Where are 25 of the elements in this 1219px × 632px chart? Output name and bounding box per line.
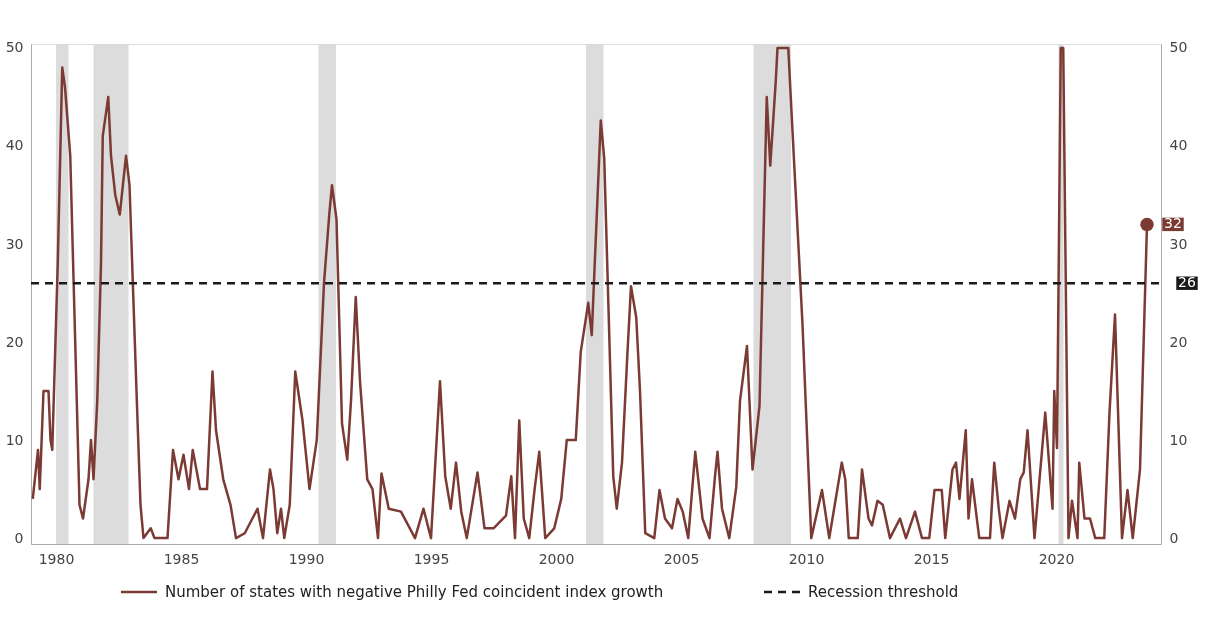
y-tick-label: 50	[5, 39, 24, 56]
y-tick-label: 40	[5, 137, 24, 154]
y2-tick-label: 40	[1169, 137, 1188, 154]
annotation: 26	[1178, 274, 1196, 291]
y-tick-label: 0	[14, 529, 24, 546]
x-tick-label: 2005	[663, 550, 700, 567]
x-tick-label: 1980	[38, 550, 75, 567]
y-tick-label: 10	[5, 431, 24, 448]
y2-tick-label: 20	[1169, 333, 1188, 350]
x-tick-label: 2015	[913, 550, 950, 567]
x-tick-label: 2020	[1038, 550, 1075, 567]
legend-label: Number of states with negative Philly Fed coincident index growth	[165, 583, 664, 601]
x-tick-label: 1995	[413, 550, 450, 567]
y2-tick-label: 10	[1169, 431, 1188, 448]
x-tick-label: 2010	[788, 550, 825, 567]
y-tick-label: 20	[5, 333, 24, 350]
y2-tick-label: 0	[1169, 529, 1179, 546]
x-tick-label: 2000	[538, 550, 575, 567]
x-tick-label: 1990	[288, 550, 325, 567]
legend-label: Recession threshold	[808, 583, 959, 601]
y2-tick-label: 30	[1169, 235, 1188, 252]
x-tick-label: 1985	[163, 550, 200, 567]
y-tick-label: 30	[5, 235, 24, 252]
y2-tick-label: 50	[1169, 39, 1188, 56]
annotation: 32	[1164, 215, 1182, 232]
